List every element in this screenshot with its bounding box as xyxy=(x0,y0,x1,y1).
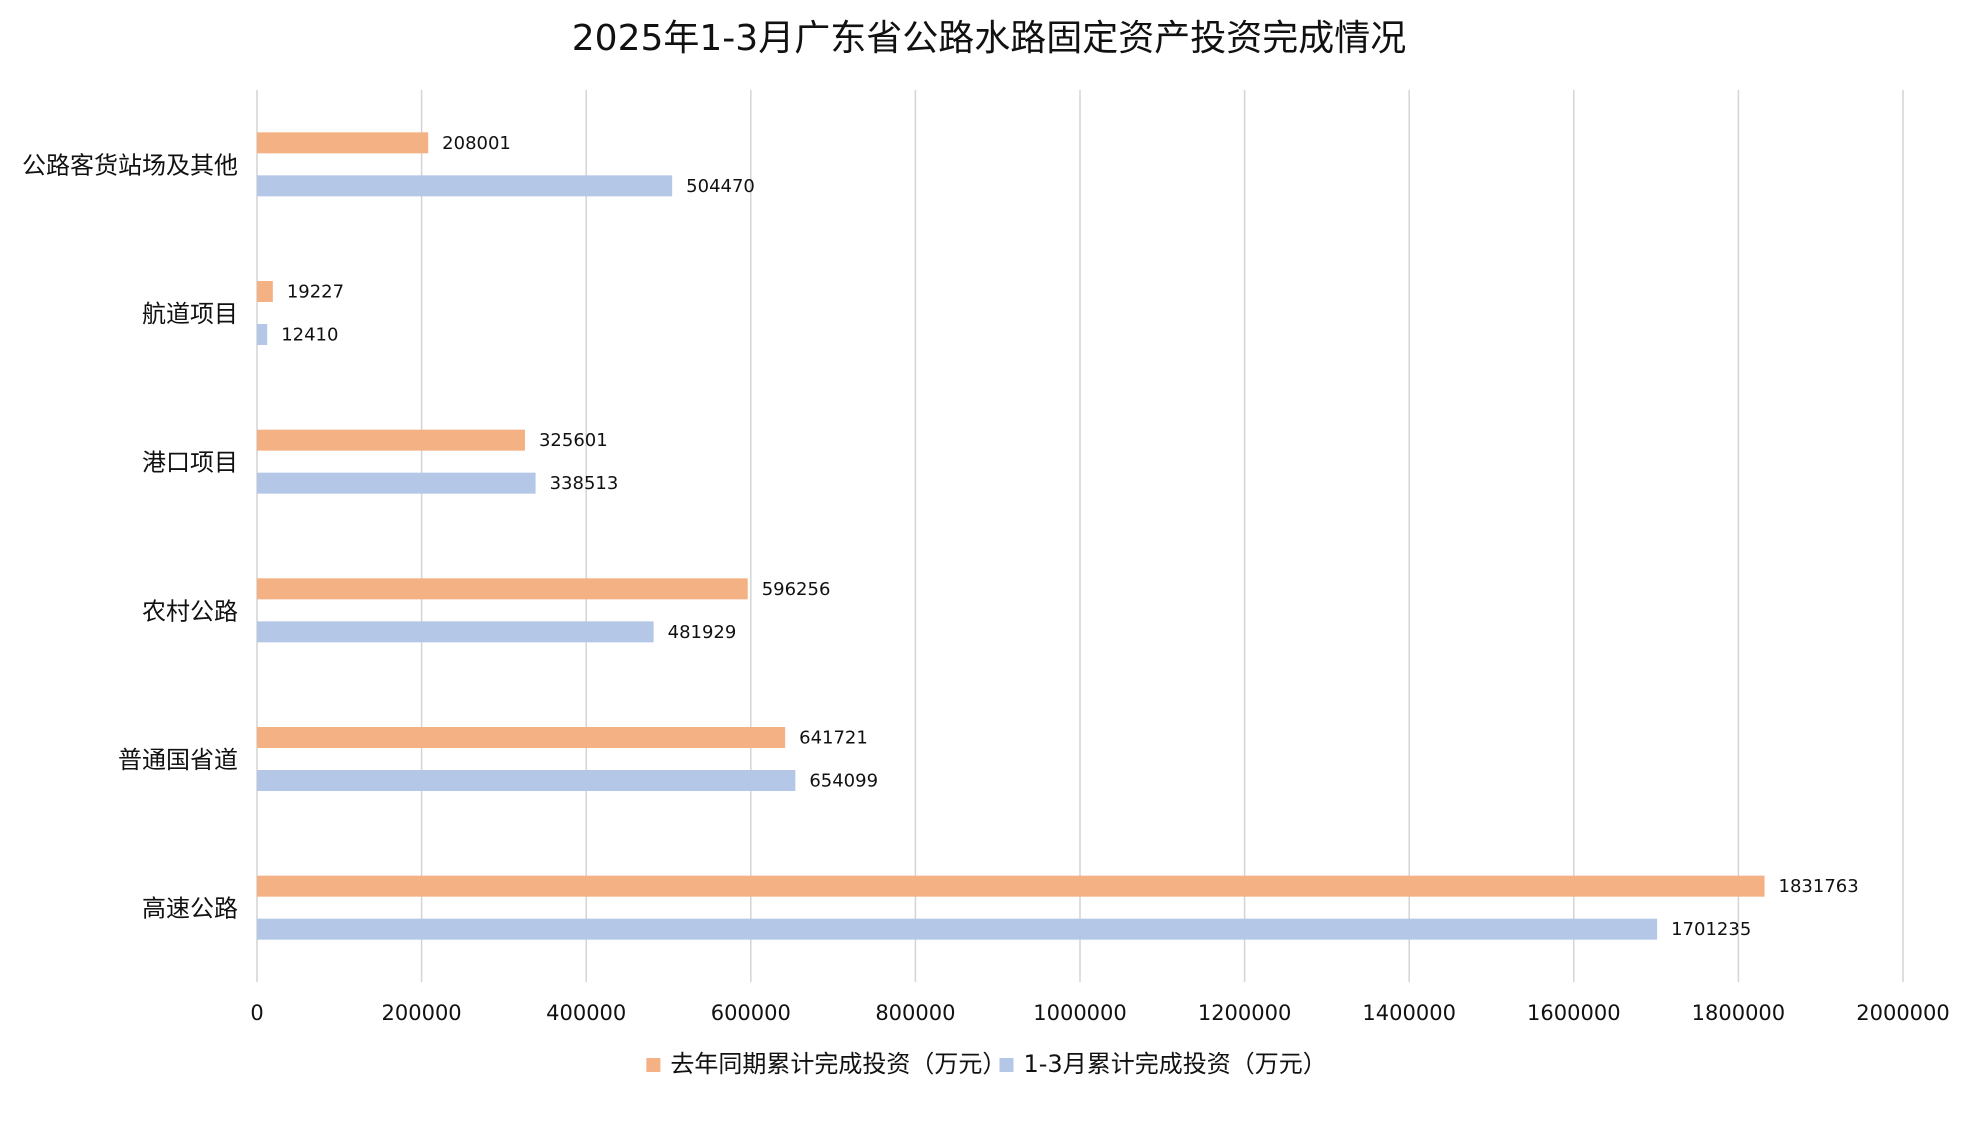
data-label: 1701235 xyxy=(1671,919,1751,940)
bar xyxy=(257,727,786,748)
bar xyxy=(257,918,1658,940)
bar xyxy=(257,175,673,197)
x-tick-label: 0 xyxy=(250,1001,263,1025)
y-category-label: 农村公路 xyxy=(142,597,238,625)
bar xyxy=(257,324,268,345)
legend: 去年同期累计完成投资（万元） 1-3月累计完成投资（万元） xyxy=(646,1050,1327,1078)
bar xyxy=(257,281,273,302)
x-tick-label: 1400000 xyxy=(1362,1001,1456,1025)
bar xyxy=(257,621,654,643)
y-category-label: 航道项目 xyxy=(142,300,238,328)
bar xyxy=(257,132,429,154)
x-tick-label: 200000 xyxy=(382,1001,462,1025)
bar xyxy=(257,578,748,600)
x-tick-label: 1600000 xyxy=(1527,1001,1621,1025)
data-label: 19227 xyxy=(287,282,344,303)
x-tick-label: 1200000 xyxy=(1198,1001,1292,1025)
data-label: 338513 xyxy=(550,473,619,494)
x-tick-label: 1800000 xyxy=(1692,1001,1786,1025)
legend-swatch xyxy=(646,1058,661,1072)
bars xyxy=(257,132,1765,940)
bar xyxy=(257,875,1765,897)
data-label: 481929 xyxy=(668,622,737,643)
data-label: 12410 xyxy=(281,325,338,346)
x-tick-label: 800000 xyxy=(875,1001,955,1025)
x-tick-label: 1000000 xyxy=(1033,1001,1127,1025)
data-label: 641721 xyxy=(799,728,868,749)
data-labels: 208001 504470 19227 12410 325601 338513 596256… xyxy=(281,133,1858,940)
x-tick-label: 600000 xyxy=(711,1001,791,1025)
axes: 0 200000 400000 600000 800000 1000000 1200000 1… xyxy=(22,151,1950,1025)
legend-swatch xyxy=(999,1058,1014,1072)
data-label: 1831763 xyxy=(1779,876,1859,897)
legend-label: 去年同期累计完成投资（万元） xyxy=(670,1050,1006,1078)
data-label: 654099 xyxy=(809,771,878,792)
gridlines xyxy=(256,90,1904,982)
chart-title: 2025年1-3月广东省公路水路固定资产投资完成情况 xyxy=(572,18,1406,59)
x-tick-label: 400000 xyxy=(546,1001,626,1025)
data-label: 596256 xyxy=(762,579,831,600)
y-category-label: 公路客货站场及其他 xyxy=(22,151,238,179)
data-label: 325601 xyxy=(539,430,608,451)
data-label: 208001 xyxy=(442,133,511,154)
data-label: 504470 xyxy=(686,176,755,197)
x-tick-label: 2000000 xyxy=(1856,1001,1950,1025)
y-category-label: 高速公路 xyxy=(142,895,238,923)
y-category-label: 港口项目 xyxy=(142,449,238,477)
y-category-label: 普通国省道 xyxy=(118,746,238,774)
bar xyxy=(257,472,536,494)
legend-label: 1-3月累计完成投资（万元） xyxy=(1024,1050,1327,1078)
bar xyxy=(257,429,525,451)
bar xyxy=(257,770,796,791)
